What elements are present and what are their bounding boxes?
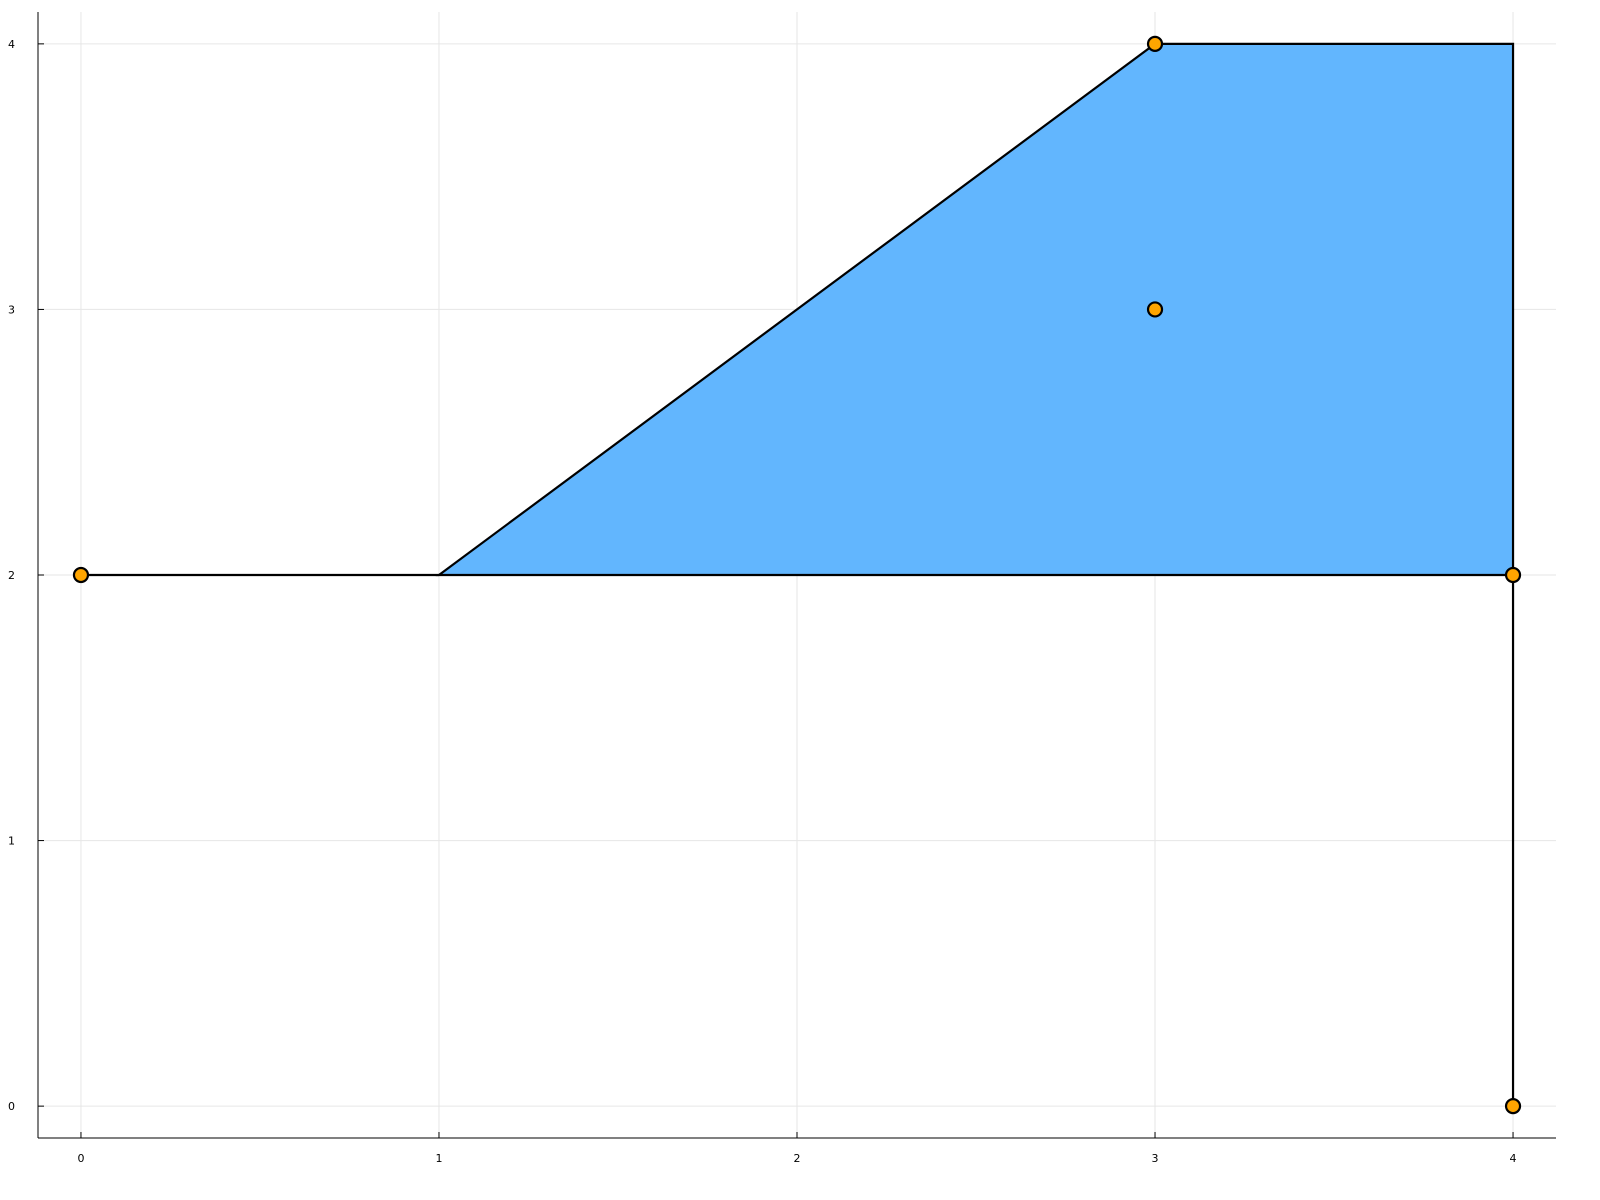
x-tick-label-2: 2 xyxy=(794,1152,801,1165)
x-tick-label-1: 1 xyxy=(435,1152,442,1165)
y-tick-label-1: 1 xyxy=(8,835,15,848)
filled-polygon xyxy=(435,42,1515,577)
y-tick-label-3: 3 xyxy=(8,303,15,316)
data-points xyxy=(72,35,1522,1115)
x-tick-label-4: 4 xyxy=(1510,1152,1517,1165)
data-point-3 xyxy=(1504,566,1522,584)
y-tick-label-0: 0 xyxy=(8,1100,15,1113)
data-point-0 xyxy=(72,566,90,584)
x-tick-label-3: 3 xyxy=(1152,1152,1159,1165)
filled-region xyxy=(435,42,1515,577)
tick-labels: 0 1 2 3 4 0 1 2 3 4 xyxy=(8,38,1517,1165)
data-point-4 xyxy=(1504,1098,1522,1115)
data-point-2 xyxy=(1146,301,1164,318)
line-segments xyxy=(80,573,1515,1107)
axes xyxy=(37,12,1556,1139)
y-tick-label-4: 4 xyxy=(8,38,15,51)
data-point-1 xyxy=(1146,35,1164,52)
x-tick-label-0: 0 xyxy=(77,1152,84,1165)
y-tick-label-2: 2 xyxy=(8,569,15,582)
